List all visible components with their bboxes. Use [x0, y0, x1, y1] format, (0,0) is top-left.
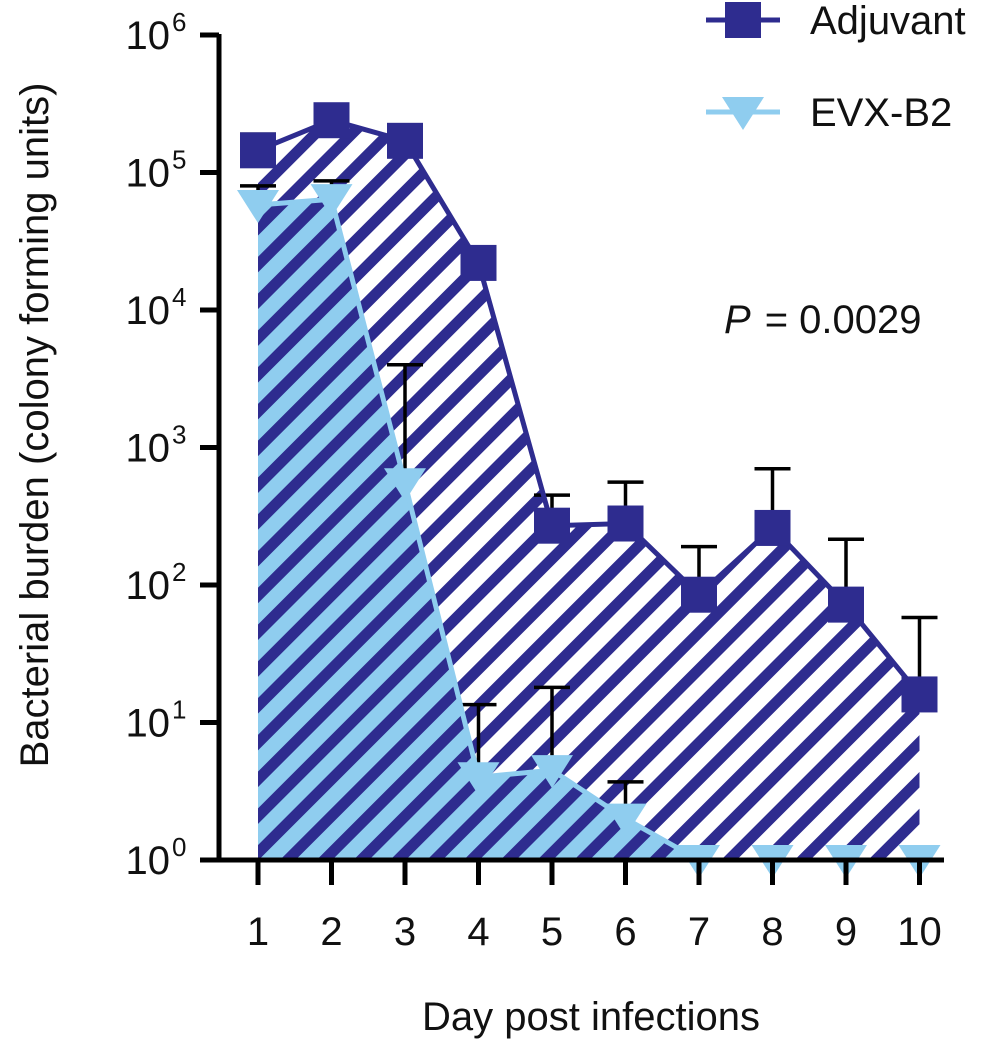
y-tick-exponent: 1 [172, 695, 186, 725]
evx-b2-point [604, 803, 647, 837]
x-tick-label: 10 [897, 910, 942, 954]
adjuvant-point [681, 576, 717, 613]
adjuvant-line [257, 117, 922, 696]
evx-b2-point [237, 190, 279, 224]
adjuvant-point [460, 244, 497, 281]
legend: Adjuvant EVX-B2 [706, 0, 966, 135]
p-value-annotation: P = 0.0029 [724, 298, 922, 342]
y-tick-label: 10 [126, 152, 171, 196]
x-tick-label: 9 [835, 910, 857, 954]
y-tick-label: 10 [126, 427, 171, 471]
p-value-text: = 0.0029 [765, 298, 922, 342]
legend-adjuvant-label: Adjuvant [810, 0, 966, 43]
x-tick-label: 5 [541, 910, 563, 954]
evx-b2-markers [237, 184, 941, 878]
y-tick-label: 10 [126, 289, 171, 333]
y-tick-exponent: 4 [172, 282, 186, 312]
evx-b2-point [457, 762, 500, 796]
legend-adjuvant-marker [725, 2, 761, 38]
adjuvant-point [240, 132, 276, 169]
x-tick-label: 7 [688, 910, 710, 954]
evx-b2-area [258, 199, 920, 860]
adjuvant-point [534, 507, 570, 544]
y-tick-exponent: 3 [172, 420, 186, 450]
x-axis-title: Day post infections [422, 995, 760, 1039]
x-tick-label: 4 [467, 910, 489, 954]
adjuvant-markers [240, 102, 938, 713]
x-tick-label: 1 [247, 910, 269, 954]
y-tick-exponent: 6 [172, 7, 186, 37]
p-value-symbol: P [724, 298, 751, 342]
y-tick-exponent: 2 [172, 557, 186, 587]
legend-evx-b2-marker [722, 97, 764, 130]
x-tick-label: 2 [320, 910, 342, 954]
x-tick-label: 6 [614, 910, 636, 954]
legend-evx-b2-label: EVX-B2 [810, 91, 952, 135]
adjuvant-point [828, 586, 864, 623]
x-tick-label: 3 [394, 910, 416, 954]
adjuvant-point [607, 505, 644, 542]
adjuvant-point [754, 509, 791, 546]
adjuvant-point [901, 676, 938, 713]
y-tick-label: 10 [126, 702, 171, 746]
y-tick-exponent: 0 [172, 832, 186, 862]
y-tick-label: 10 [126, 839, 171, 883]
adjuvant-point [387, 122, 423, 159]
evx-b2-point [531, 755, 573, 789]
x-ticks: 1 2 3 4 5 6 7 8 9 10 [247, 860, 942, 954]
y-axis-title: Bacterial burden (colony forming units) [13, 83, 57, 768]
evx-b2-point [310, 184, 353, 218]
y-tick-label: 10 [126, 564, 171, 608]
y-tick-exponent: 5 [172, 145, 186, 175]
y-tick-label: 10 [126, 14, 171, 58]
adjuvant-point [313, 102, 350, 139]
x-tick-label: 8 [761, 910, 783, 954]
evx-b2-point [384, 468, 426, 502]
